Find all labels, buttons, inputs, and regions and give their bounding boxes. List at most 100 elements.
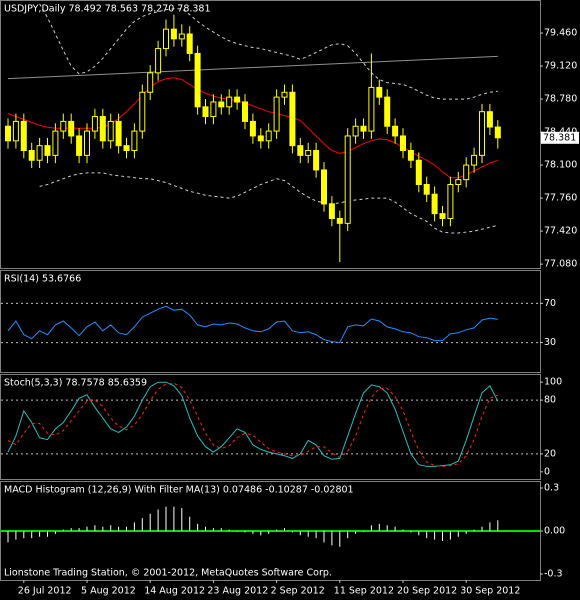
- histogram-bar: [370, 525, 372, 531]
- y-tick-label: 78.780: [544, 94, 577, 105]
- panel-frame: [0, 0, 541, 269]
- panel-frame: [0, 270, 541, 373]
- candle-body: [407, 150, 414, 161]
- candle-body: [210, 101, 217, 118]
- histogram-bar: [418, 531, 420, 536]
- histogram-bar: [102, 526, 104, 531]
- candle-body: [5, 125, 11, 142]
- candle-body: [344, 135, 351, 224]
- candle-body: [28, 150, 35, 161]
- trend-line: [7, 55, 498, 80]
- histogram-bar: [284, 528, 285, 531]
- panel-frame: [0, 374, 541, 480]
- candle-body: [415, 159, 422, 186]
- histogram-bar: [347, 531, 349, 539]
- candle-body: [178, 33, 185, 40]
- candle-body: [313, 150, 320, 171]
- candle-body: [202, 106, 209, 118]
- candle-body: [170, 28, 177, 40]
- last-price-tag: [541, 131, 579, 144]
- histogram-bar: [355, 531, 357, 534]
- candle-body: [36, 145, 43, 161]
- histogram-bar: [260, 531, 262, 536]
- histogram-bar: [86, 526, 88, 531]
- y-tick-label: 0: [544, 466, 550, 477]
- candle-body: [297, 145, 304, 156]
- histogram-bar: [157, 509, 159, 531]
- candle-body: [91, 116, 98, 132]
- candle-body: [68, 120, 75, 137]
- histogram-bar: [15, 531, 17, 540]
- candle-body: [328, 203, 335, 219]
- candle-body: [76, 135, 83, 156]
- histogram-bar: [228, 529, 230, 531]
- candle-body: [486, 111, 493, 128]
- histogram-bar: [39, 531, 41, 537]
- candle-body: [99, 116, 106, 142]
- histogram-bar: [497, 520, 499, 531]
- indicator-line: [7, 382, 498, 467]
- histogram-bar: [299, 531, 301, 536]
- x-tick-label: 20 Sep 2012: [397, 586, 457, 597]
- histogram-bar: [212, 528, 214, 531]
- histogram-bar: [220, 528, 222, 531]
- histogram-bar: [386, 525, 388, 531]
- candle-body: [289, 91, 296, 147]
- candle-body: [123, 145, 130, 152]
- candle-body: [471, 154, 478, 166]
- candle-body: [265, 130, 272, 142]
- y-tick-label: 77.080: [544, 259, 577, 270]
- indicator-line: [7, 381, 499, 467]
- histogram-bar: [197, 523, 199, 531]
- histogram-bar: [23, 531, 25, 539]
- candle-body: [131, 130, 138, 152]
- candle-body: [305, 150, 312, 156]
- histogram-bar: [307, 531, 309, 537]
- candle-body: [431, 193, 438, 215]
- histogram-bar: [331, 531, 333, 546]
- candle-body: [107, 120, 114, 142]
- indicator-line: [7, 77, 498, 179]
- histogram-bar: [236, 531, 238, 532]
- histogram-bar: [252, 531, 254, 534]
- candle-body: [20, 120, 27, 152]
- histogram-bar: [7, 531, 9, 543]
- candle-body: [163, 28, 169, 50]
- candle-body: [147, 72, 154, 93]
- histogram-bar: [426, 531, 428, 539]
- candle-body: [494, 126, 501, 139]
- candle-body: [273, 96, 280, 132]
- histogram-bar: [189, 516, 191, 531]
- histogram-bar: [323, 531, 325, 543]
- histogram-bar: [70, 528, 72, 531]
- candle-body: [226, 96, 233, 108]
- histogram-bar: [205, 526, 206, 531]
- histogram-bar: [363, 531, 364, 532]
- candle-body: [479, 111, 485, 156]
- histogram-bar: [94, 525, 96, 531]
- candle-body: [12, 120, 19, 142]
- copyright: Lionstone Trading Station, © 2001-2012, …: [4, 568, 332, 579]
- candle-body: [463, 164, 470, 181]
- candle-body: [392, 125, 399, 137]
- histogram-bar: [268, 531, 270, 534]
- histogram-bar: [244, 531, 246, 533]
- candle-body: [155, 48, 162, 74]
- candle-body: [321, 169, 327, 205]
- last-price-label: 78.381: [543, 132, 576, 143]
- histogram-bar: [31, 531, 33, 539]
- histogram-bar: [489, 522, 491, 531]
- y-tick-label: 77.760: [544, 193, 577, 204]
- panel-title: RSI(14) 53.6766: [4, 274, 81, 285]
- histogram-bar: [78, 528, 80, 531]
- histogram-bar: [110, 525, 112, 531]
- candle-body: [352, 125, 359, 137]
- histogram-bar: [276, 529, 278, 531]
- histogram-bar: [434, 531, 436, 540]
- candle-body: [194, 52, 201, 108]
- indicator-line: [7, 305, 498, 344]
- histogram-bar: [473, 529, 475, 531]
- panel-title: USDJPY,Daily 78.492 78.563 78.270 78.381: [4, 4, 211, 15]
